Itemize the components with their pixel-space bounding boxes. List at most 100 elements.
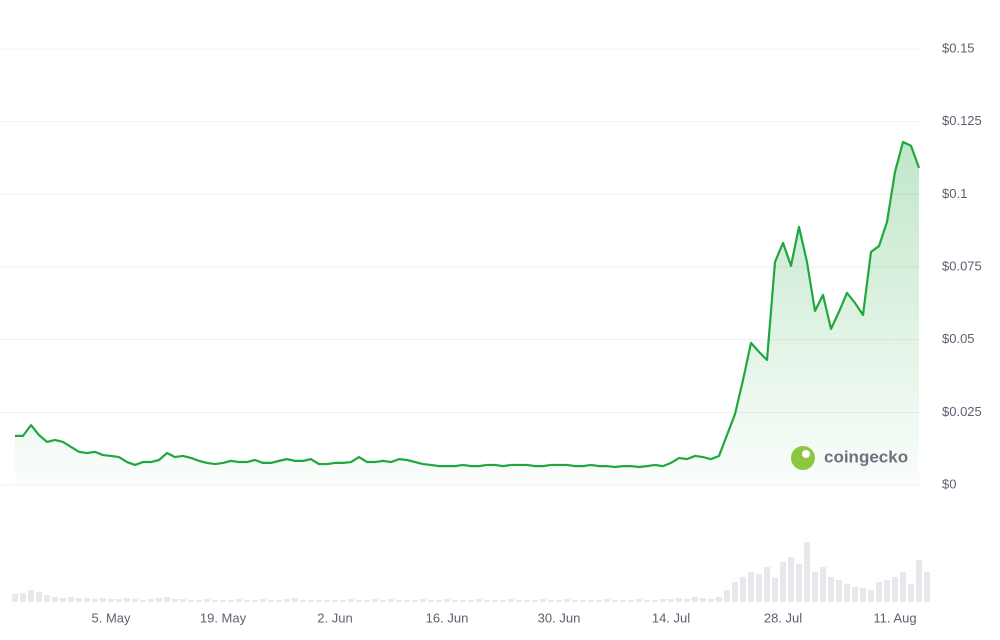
volume-bar: [588, 600, 594, 602]
volume-bar: [812, 572, 818, 602]
volume-bar: [524, 600, 530, 602]
grid: $0 $0.025 $0.05 $0.075 $0.1 $0.125 $0.15 5. May…: [0, 40, 982, 625]
logo: [791, 446, 815, 470]
volume-bar: [380, 600, 386, 602]
volume-bar: [148, 599, 154, 602]
volume-bar: [332, 600, 338, 602]
volume-bar: [844, 584, 850, 602]
price-area: [15, 142, 919, 485]
watermark: coingecko: [791, 446, 908, 470]
y-tick-label: $0.125: [942, 113, 982, 128]
volume-bar: [876, 582, 882, 602]
volume-bar: [556, 600, 562, 602]
price-line: [15, 140, 921, 469]
watermark-text: coingecko: [824, 447, 908, 466]
volume-bar: [684, 599, 690, 602]
volume-bar: [412, 600, 418, 602]
volume-bar: [476, 599, 482, 602]
volume-bar: [660, 599, 666, 602]
volume-bar: [140, 600, 146, 602]
volume-bar: [732, 582, 738, 602]
volume-bar: [364, 600, 370, 602]
volume-bar: [92, 599, 98, 602]
volume-bar: [340, 600, 346, 602]
volume-bar: [564, 599, 570, 602]
x-tick-label: 30. Jun: [538, 610, 581, 625]
volume-bar: [292, 598, 298, 602]
volume-bar: [404, 600, 410, 602]
volume-bar: [756, 574, 762, 602]
volume-bar: [260, 599, 266, 602]
volume-bar: [428, 600, 434, 602]
volume-bar: [788, 557, 794, 602]
volume-bar: [324, 600, 330, 602]
volume-bar: [28, 590, 34, 602]
volume-bar: [636, 599, 642, 602]
volume-bar: [852, 587, 858, 602]
x-tick-label: 28. Jul: [764, 610, 802, 625]
volume-bar: [700, 598, 706, 602]
volume-bar: [44, 595, 50, 602]
volume-bar: [308, 600, 314, 602]
volume-bar: [548, 600, 554, 602]
x-tick-label: 14. Jul: [652, 610, 690, 625]
y-tick-label: $0.025: [942, 404, 982, 419]
volume-bar: [924, 572, 930, 602]
volume-bar: [108, 599, 114, 602]
volume-bar: [724, 590, 730, 602]
volume-bar: [708, 599, 714, 602]
volume-bar: [676, 598, 682, 602]
volume-bar: [244, 600, 250, 602]
volume-bar: [372, 599, 378, 602]
volume-bar: [804, 542, 810, 602]
volume-bar: [572, 600, 578, 602]
volume-bar: [468, 600, 474, 602]
volume-bar: [836, 580, 842, 602]
volume-bar: [348, 599, 354, 602]
plot: [12, 140, 930, 602]
volume-bar: [828, 577, 834, 602]
volume-bar: [916, 560, 922, 602]
volume-bar: [12, 594, 18, 602]
volume-bar: [172, 599, 178, 602]
volume-bar: [628, 600, 634, 602]
volume-bar: [884, 580, 890, 602]
volume-bar: [652, 600, 658, 602]
volume-bar: [36, 592, 42, 602]
volume-bar: [500, 600, 506, 602]
volume-bar: [740, 577, 746, 602]
y-tick-label: $0.15: [942, 40, 975, 55]
volume-bar: [52, 597, 58, 602]
volume-bar: [748, 572, 754, 602]
volume-bar: [436, 600, 442, 602]
volume-bar: [284, 599, 290, 602]
volume-bar: [220, 600, 226, 602]
volume-bar: [484, 600, 490, 602]
volume-bar: [620, 600, 626, 602]
y-tick-label: $0: [942, 476, 956, 491]
volume-bar: [100, 598, 106, 602]
volume-bar: [908, 584, 914, 602]
volume-bar: [596, 600, 602, 602]
volume-bar: [252, 600, 258, 602]
volume-bar: [444, 599, 450, 602]
volume-bar: [396, 600, 402, 602]
volume-bar: [228, 600, 234, 602]
volume-bar: [124, 598, 130, 602]
y-tick-label: $0.1: [942, 186, 967, 201]
volume-bar: [540, 599, 546, 602]
volume-bar: [268, 600, 274, 602]
x-tick-label: 19. May: [200, 610, 247, 625]
volume-bar: [796, 564, 802, 602]
volume-bar: [860, 588, 866, 602]
volume-bar: [116, 599, 122, 602]
volume-bar: [300, 600, 306, 602]
volume-bar: [772, 578, 778, 602]
volume-bar: [580, 600, 586, 602]
volume-bar: [84, 598, 90, 602]
volume-bar: [716, 597, 722, 602]
volume-bar: [668, 599, 674, 602]
x-tick-label: 11. Aug: [873, 610, 916, 625]
volume-bar: [60, 598, 66, 602]
